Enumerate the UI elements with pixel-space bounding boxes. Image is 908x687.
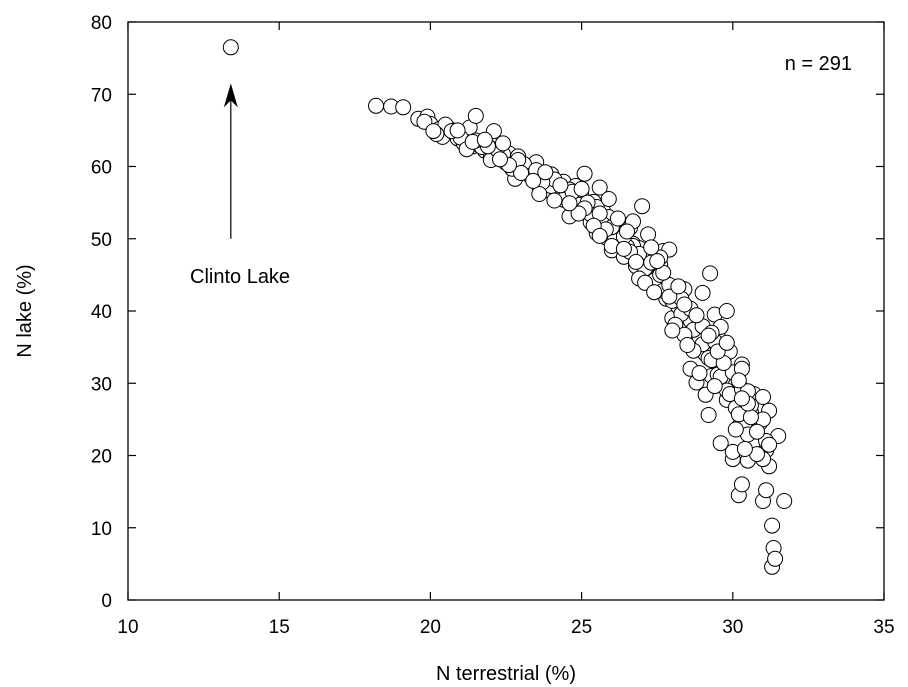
data-point-210 [691, 365, 708, 382]
data-point-214 [513, 165, 530, 181]
data-point-257 [718, 334, 735, 351]
data-point-44 [576, 165, 593, 182]
data-point-1 [368, 97, 384, 114]
data-point-85 [700, 407, 717, 423]
data-point-238 [591, 227, 608, 244]
data-point-90 [712, 435, 729, 452]
data-point-3 [395, 99, 412, 116]
data-point-215 [495, 135, 511, 152]
data-point-213 [552, 177, 569, 194]
data-point-202 [688, 307, 705, 324]
data-point-258 [733, 390, 750, 407]
data-point-83 [694, 284, 711, 301]
data-point-63 [634, 198, 651, 215]
y-tick-label-5: 50 [91, 230, 112, 251]
data-point-264 [649, 253, 666, 270]
y-tick-label-4: 40 [91, 302, 112, 323]
data-point-249 [561, 195, 578, 212]
x-tick-label-0: 10 [117, 617, 138, 638]
y-tick-label-2: 20 [91, 447, 112, 468]
data-point-116 [767, 550, 784, 567]
x-tick-label-4: 30 [722, 617, 743, 638]
y-axis-label: N lake (%) [14, 264, 36, 357]
y-tick-label-3: 30 [91, 374, 112, 395]
x-tick-label-5: 35 [873, 617, 894, 638]
data-point-100 [733, 476, 750, 493]
data-point-236 [730, 372, 747, 389]
y-tick-label-8: 80 [91, 13, 112, 34]
data-point-251 [492, 151, 508, 168]
data-point-263 [619, 223, 635, 240]
x-tick-label-1: 15 [269, 617, 290, 638]
data-point-226 [570, 205, 587, 222]
y-tick-label-6: 60 [91, 158, 112, 179]
data-point-246 [736, 441, 753, 457]
data-point-239 [615, 240, 632, 257]
data-point-242 [664, 322, 681, 339]
data-point-256 [700, 327, 717, 344]
data-point-260 [476, 131, 493, 148]
data-point-228 [531, 186, 548, 202]
data-point-245 [727, 421, 744, 438]
outlier-label: Clinto Lake [190, 266, 290, 288]
y-tick-label-7: 70 [91, 85, 112, 106]
data-point-232 [670, 278, 687, 295]
data-point-206 [609, 210, 626, 227]
data-point-0 [222, 39, 239, 56]
data-point-221 [706, 378, 723, 395]
data-point-222 [742, 409, 759, 426]
data-point-247 [749, 423, 765, 440]
data-point-49 [591, 179, 608, 196]
data-point-109 [758, 482, 775, 499]
data-point-108 [755, 389, 771, 405]
data-point-252 [600, 191, 617, 207]
data-point-114 [764, 517, 781, 534]
data-point-241 [646, 284, 663, 301]
y-tick-label-1: 10 [91, 519, 112, 540]
x-tick-label-3: 25 [571, 617, 592, 638]
outlier-arrowhead [223, 83, 238, 108]
x-axis-label: N terrestrial (%) [436, 663, 576, 685]
y-tick-label-0: 0 [101, 591, 112, 612]
data-point-216 [449, 122, 466, 139]
data-point-86 [702, 265, 719, 282]
data-points [222, 39, 793, 575]
data-point-250 [525, 172, 542, 189]
data-point-227 [546, 192, 563, 209]
data-point-243 [679, 337, 696, 353]
n-label: n = 291 [785, 53, 852, 75]
data-point-218 [643, 239, 660, 256]
data-point-261 [537, 164, 554, 181]
data-point-118 [776, 493, 793, 509]
data-point-248 [761, 436, 778, 453]
data-point-201 [661, 288, 678, 305]
data-point-259 [425, 123, 442, 140]
data-point-15 [467, 107, 484, 124]
x-tick-label-2: 20 [420, 617, 441, 638]
plot-frame [127, 21, 885, 601]
data-point-240 [628, 253, 644, 270]
data-point-262 [573, 180, 590, 197]
axis-ticks [127, 21, 885, 601]
data-point-255 [676, 296, 693, 313]
data-point-93 [718, 303, 735, 319]
data-point-65 [640, 226, 657, 243]
